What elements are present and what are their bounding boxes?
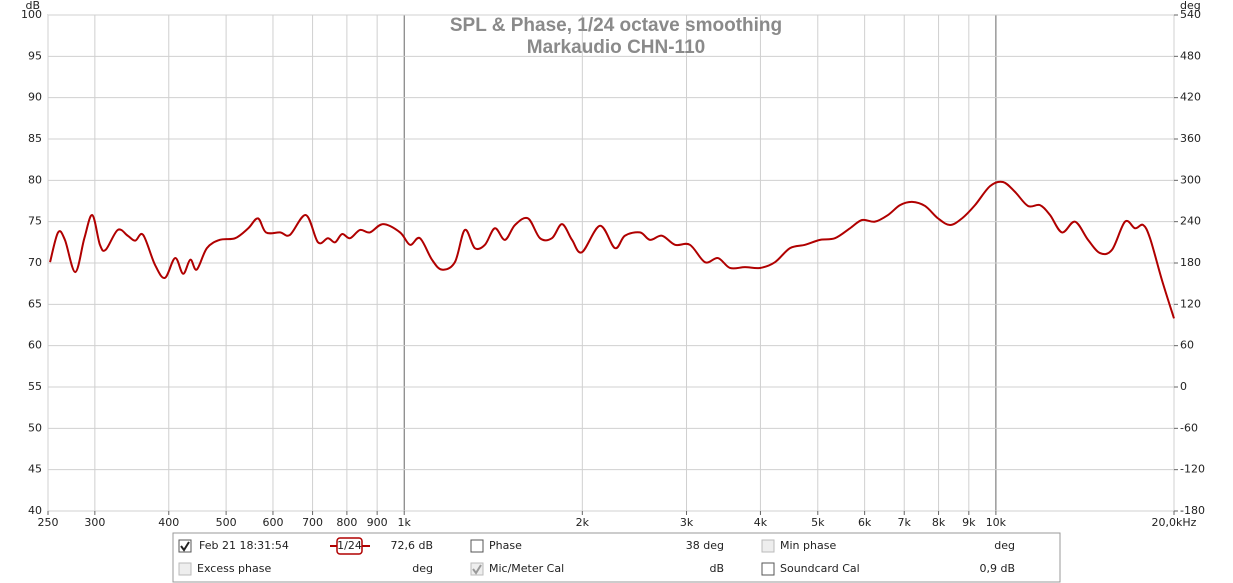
legend-series-name: Feb 21 18:31:54 [199,539,289,552]
legend-item-readout: 0,9 dB [979,562,1015,575]
legend-item-label: Soundcard Cal [780,562,860,575]
legend-item-readout: deg [994,539,1015,552]
checkbox[interactable] [761,562,775,576]
legend-item-label: Phase [489,539,522,552]
legend-item-label: Mic/Meter Cal [489,562,564,575]
x-tick-label: 8k [932,516,946,529]
y-tick-label: 45 [28,463,42,476]
checkmark [180,541,190,552]
x-tick-label: 700 [302,516,323,529]
y2-tick-label: -180 [1180,504,1205,517]
y-tick-label: 95 [28,49,42,62]
checkbox [761,539,775,553]
x-tick-label: 9k [962,516,976,529]
spl-line [49,180,1175,319]
x-tick-label: 250 [38,516,59,529]
chart-subtitle: Markaudio CHN-110 [527,37,705,58]
y-tick-label: 80 [28,173,42,186]
x-tick-label: 10k [986,516,1007,529]
x-tick-label: 3k [680,516,694,529]
x-tick-label: 300 [84,516,105,529]
panel-frame [172,532,1061,583]
x-tick-label: 4k [754,516,768,529]
x-tick-label: 800 [336,516,357,529]
legend-item-readout: dB [709,562,724,575]
y-tick-label: 85 [28,132,42,145]
y-tick-label: 90 [28,91,42,104]
y2-tick-label: 480 [1180,49,1201,62]
x-tick-label: 500 [216,516,237,529]
x-tick-label: 20,0kHz [1152,516,1197,529]
y2-tick-label: 540 [1180,8,1201,21]
y-tick-label: 75 [28,215,42,228]
smoothing-label: 1/24 [337,539,362,552]
x-tick-label: 7k [898,516,912,529]
legend-item-readout: 38 deg [686,539,724,552]
x-tick-label: 1k [398,516,412,529]
y2-tick-label: 240 [1180,215,1201,228]
y2-tick-label: 300 [1180,173,1201,186]
legend-item-label: Excess phase [197,562,271,575]
y2-tick-label: -60 [1180,421,1198,434]
y2-tick-label: 120 [1180,297,1201,310]
y2-tick-label: 180 [1180,256,1201,269]
x-tick-label: 600 [262,516,283,529]
x-tick-label: 400 [158,516,179,529]
y-tick-label: 40 [28,504,42,517]
y2-axis-label: deg [1180,0,1201,12]
smoothing-box[interactable] [336,537,363,555]
y-tick-label: 60 [28,339,42,352]
y-tick-label: 70 [28,256,42,269]
y-tick-label: 100 [21,8,42,21]
chart-title: SPL & Phase, 1/24 octave smoothing [450,15,782,36]
y-tick-label: 65 [28,297,42,310]
x-tick-label: 5k [811,516,825,529]
y-tick-label: 50 [28,421,42,434]
checkbox[interactable] [470,539,484,553]
legend-panel: Feb 21 18:31:54 1/24 72,6 dB Phase 38 deg Min… [172,532,1061,583]
x-tick-label: 2k [576,516,590,529]
x-tick-label: 6k [858,516,872,529]
legend-item-readout: deg [412,562,433,575]
y2-tick-label: 60 [1180,339,1194,352]
checkbox [178,562,192,576]
y2-tick-label: -120 [1180,463,1205,476]
y2-tick-label: 0 [1180,380,1187,393]
spl-readout: 72,6 dB [390,539,433,552]
checkmark [472,564,482,575]
y2-tick-label: 420 [1180,91,1201,104]
y-axis-label: dB [25,0,40,12]
legend-item-label: Min phase [780,539,836,552]
x-tick-label: 900 [367,516,388,529]
y-tick-label: 55 [28,380,42,393]
y2-tick-label: 360 [1180,132,1201,145]
